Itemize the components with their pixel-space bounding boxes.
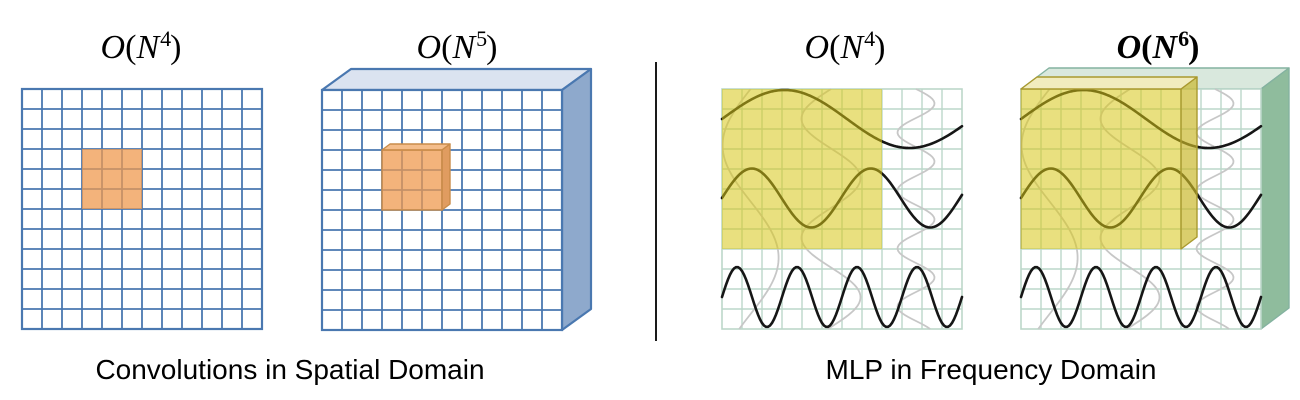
caption-frequency-domain: MLP in Frequency Domain: [825, 354, 1157, 385]
mode-cube-side-face: [1181, 77, 1197, 249]
black-frequency-wave-3: [1019, 265, 1263, 329]
complexity-label-mlp-2d: O(N4): [804, 26, 886, 69]
exponent: 6: [1178, 26, 1190, 51]
paren-open: (: [829, 29, 841, 66]
paren-close: ): [486, 29, 498, 66]
big-o-symbol: O: [100, 29, 126, 66]
freq-box-side-face: [1260, 67, 1290, 330]
conv-box-top-face: [320, 67, 593, 92]
gray-frequency-wave-3: [1195, 88, 1235, 330]
paren-open: (: [441, 29, 453, 66]
gray-frequency-wave-3: [896, 88, 936, 330]
black-frequency-wave-3: [720, 265, 964, 329]
big-o-symbol: O: [416, 29, 442, 66]
kernel-cube-front-face: [381, 149, 443, 211]
mode-cube-front-face: [1021, 89, 1181, 249]
mode-cube-top-face: [1020, 76, 1198, 90]
exponent: 4: [864, 26, 876, 51]
conv-grid-3d-border: [320, 88, 564, 332]
conv-grid-2d-border: [20, 87, 264, 331]
complexity-label-conv-2d: O(N4): [100, 26, 182, 69]
n-symbol: N: [452, 29, 476, 66]
paren-open: (: [125, 29, 137, 66]
kernel-cube-side-face: [441, 143, 451, 211]
exponent: 5: [476, 26, 488, 51]
paren-close: ): [170, 29, 182, 66]
paren-close: ): [1188, 29, 1200, 66]
big-o-symbol: O: [1116, 29, 1142, 66]
big-o-symbol: O: [804, 29, 830, 66]
exponent: 4: [160, 26, 172, 51]
n-symbol: N: [840, 29, 864, 66]
caption-spatial-domain: Convolutions in Spatial Domain: [95, 354, 485, 385]
n-symbol: N: [136, 29, 160, 66]
complexity-label-mlp-3d: O(N6): [1116, 26, 1200, 69]
paren-close: ): [874, 29, 886, 66]
complexity-label-conv-3d: O(N5): [416, 26, 498, 69]
conv-box-side-face: [560, 67, 593, 332]
mode-block: [722, 89, 882, 249]
kernel-cube-top-face: [381, 143, 451, 151]
paren-open: (: [1141, 29, 1153, 66]
n-symbol: N: [1152, 29, 1178, 66]
kernel-block: [82, 149, 142, 209]
